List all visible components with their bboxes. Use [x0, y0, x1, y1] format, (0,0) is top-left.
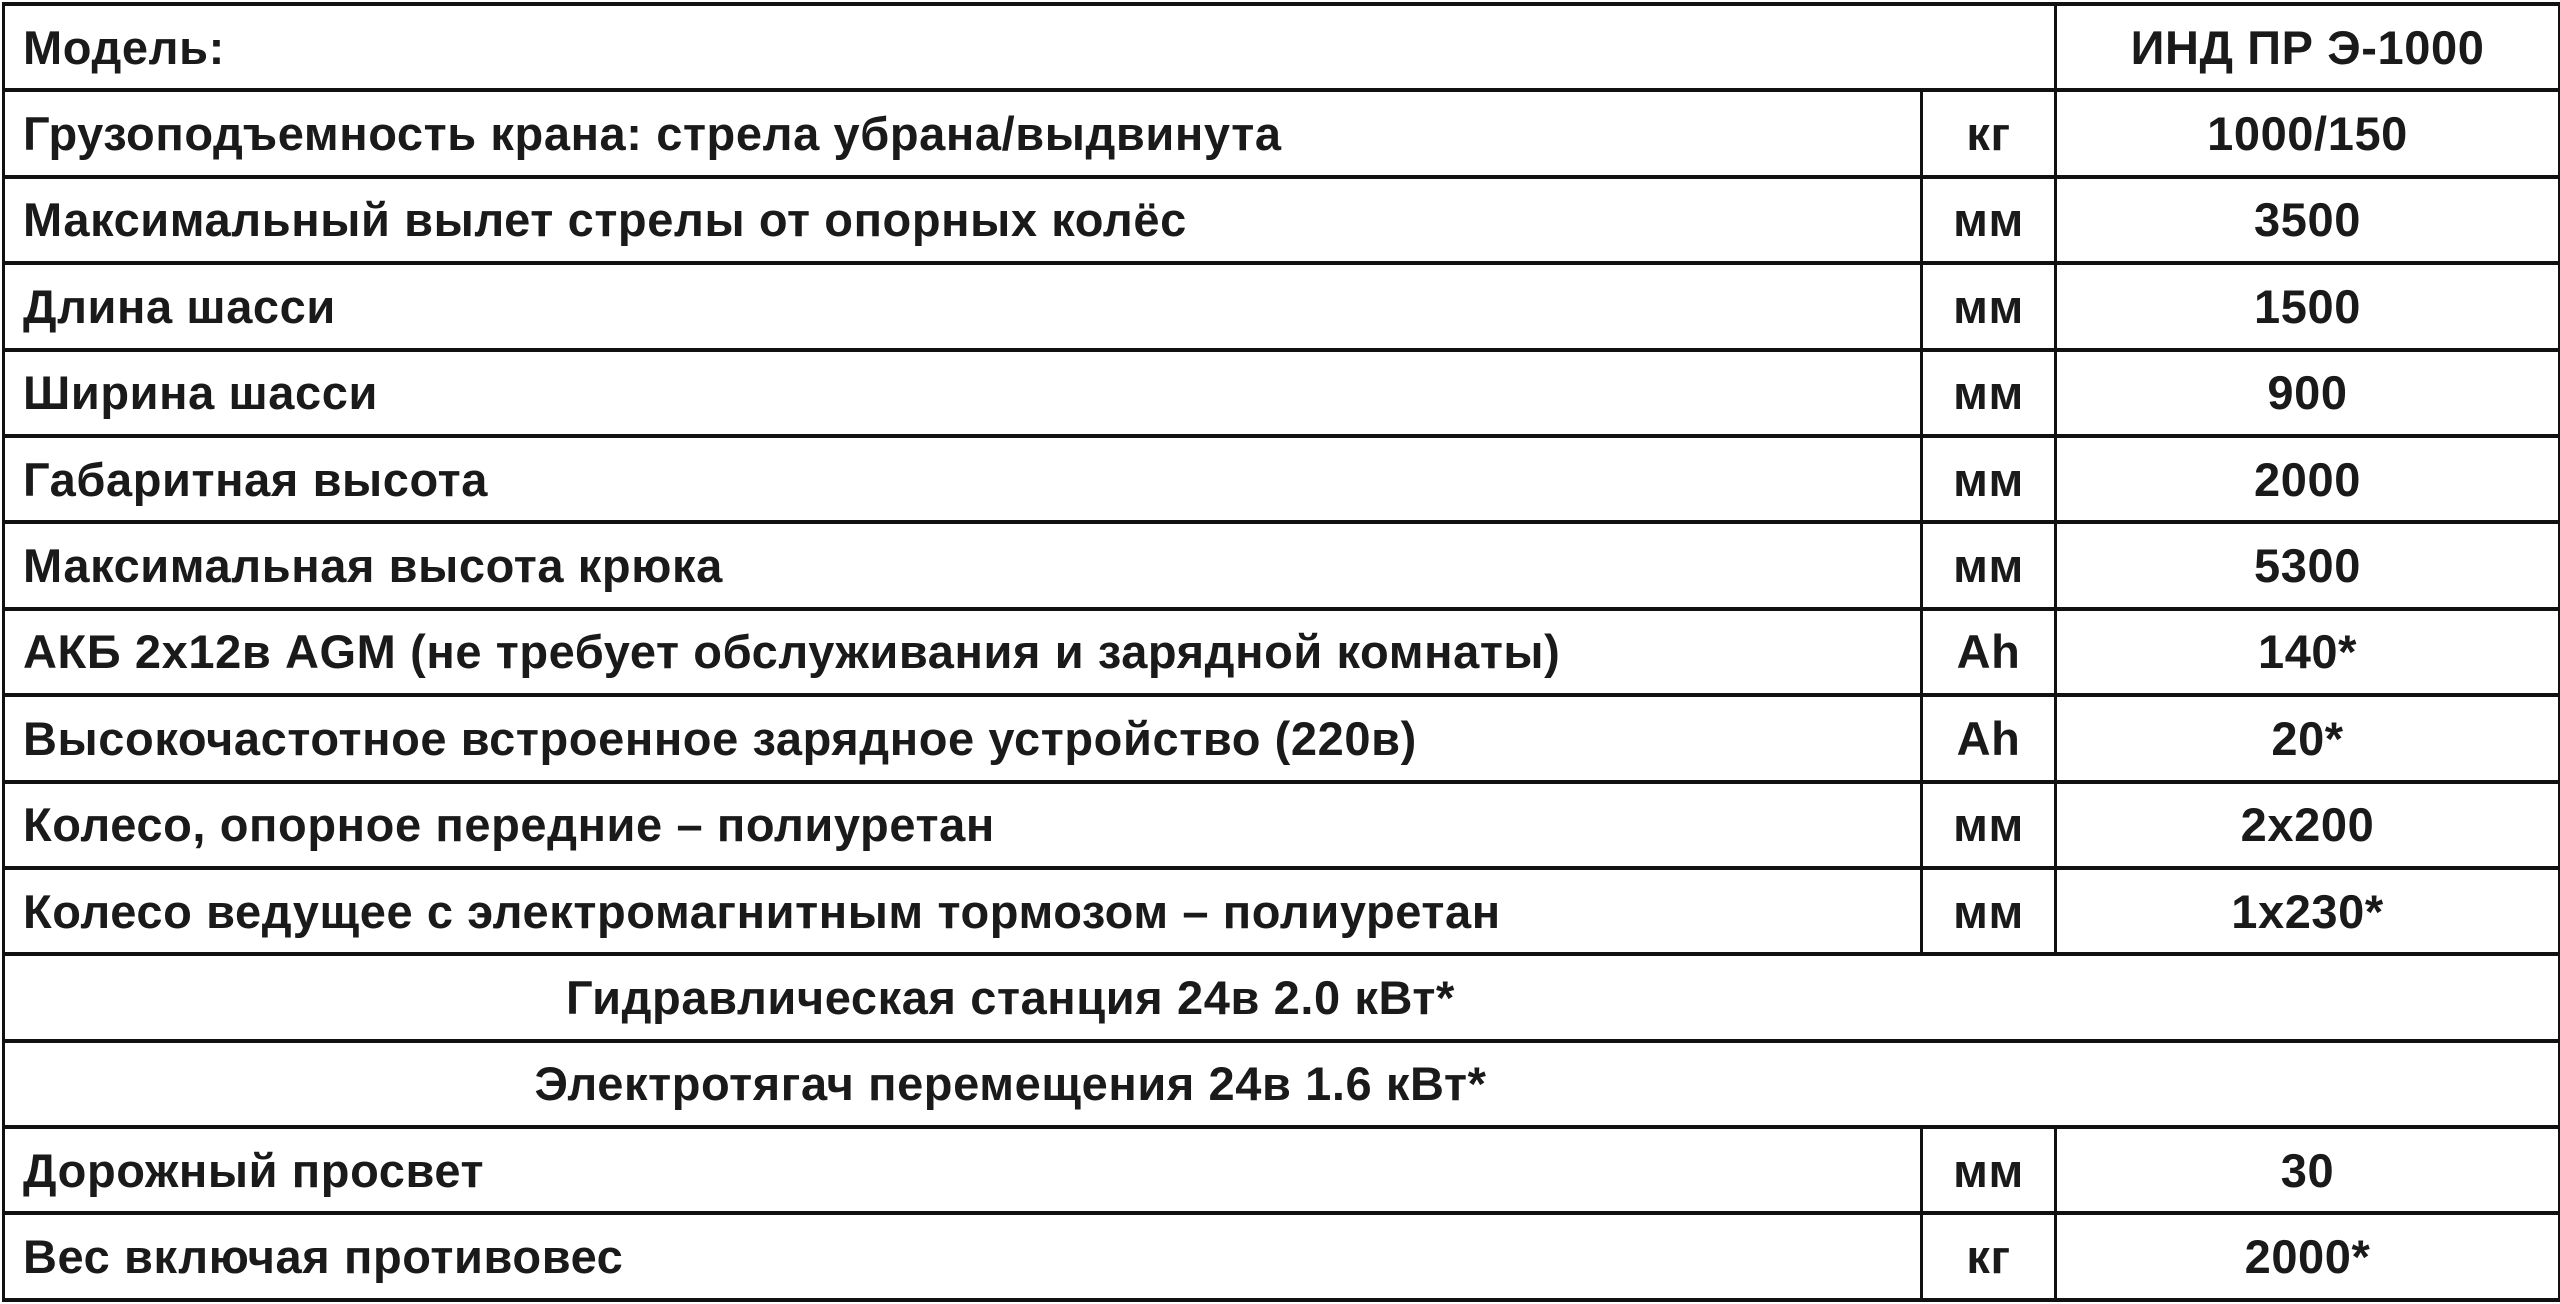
param-cell: Дорожный просвет: [2, 1125, 1923, 1216]
unit-cell: мм: [1919, 433, 2058, 525]
unit-cell: мм: [1919, 520, 2058, 611]
param-cell: Длина шасси: [2, 261, 1923, 352]
table-row: Ширина шасси мм 900: [2, 347, 2560, 438]
table-row: Длина шасси мм 1500: [2, 261, 2560, 352]
param-cell: Габаритная высота: [2, 433, 1923, 525]
span-cell: Электротягач перемещения 24в 1.6 кВт*: [1, 1038, 2560, 1130]
header-row: Модель: ИНД ПР Э-1000: [1, 1, 2560, 93]
table-row: Габаритная высота мм 2000: [2, 433, 2560, 525]
unit-cell: мм: [1919, 1125, 2058, 1216]
param-cell: Грузоподъемность крана: стрела убрана/вы…: [2, 88, 1923, 179]
param-cell: Высокочастотное встроенное зарядное устр…: [2, 693, 1923, 784]
param-cell: Колесо, опорное передние – полиуретан: [2, 779, 1923, 870]
value-cell: 3500: [2054, 174, 2560, 266]
unit-cell: кг: [1919, 88, 2058, 179]
value-cell: 30: [2054, 1125, 2560, 1216]
model-label: Модель:: [1, 1, 2058, 93]
param-cell: АКБ 2х12в AGM (не требует обслуживания и…: [2, 606, 1923, 698]
value-cell: 20*: [2054, 693, 2560, 784]
table-row: Вес включая противовес кг 2000*: [2, 1211, 2560, 1302]
table-row: Колесо, опорное передние – полиуретан мм 2…: [2, 779, 2560, 870]
value-cell: 1000/150: [2054, 88, 2560, 179]
table-row: АКБ 2х12в AGM (не требует обслуживания и…: [2, 606, 2560, 698]
param-cell: Максимальный вылет стрелы от опорных кол…: [2, 174, 1923, 266]
value-cell: 900: [2054, 347, 2560, 438]
unit-cell: мм: [1919, 347, 2058, 438]
param-cell: Максимальная высота крюка: [2, 520, 1923, 611]
param-cell: Вес включая противовес: [2, 1211, 1923, 1302]
param-cell: Ширина шасси: [2, 347, 1923, 438]
table-row: Гидравлическая станция 24в 2.0 кВт*: [1, 952, 2560, 1043]
table-row: Электротягач перемещения 24в 1.6 кВт*: [1, 1038, 2560, 1130]
param-cell: Колесо ведущее с электромагнитным тормоз…: [2, 865, 1923, 957]
table-row: Колесо ведущее с электромагнитным тормоз…: [2, 865, 2560, 957]
table-row: Максимальная высота крюка мм 5300: [2, 520, 2560, 611]
value-cell: 1х230*: [2054, 865, 2560, 957]
unit-cell: мм: [1919, 865, 2058, 957]
span-cell: Гидравлическая станция 24в 2.0 кВт*: [1, 952, 2560, 1043]
table-row: Высокочастотное встроенное зарядное устр…: [2, 693, 2560, 784]
model-name: ИНД ПР Э-1000: [2054, 1, 2560, 93]
unit-cell: Ah: [1919, 606, 2058, 698]
table-row: Максимальный вылет стрелы от опорных кол…: [2, 174, 2560, 266]
value-cell: 5300: [2054, 520, 2560, 611]
value-cell: 2х200: [2054, 779, 2560, 870]
value-cell: 2000*: [2054, 1211, 2560, 1302]
unit-cell: Ah: [1919, 693, 2058, 784]
unit-cell: мм: [1919, 174, 2058, 266]
table-row: Грузоподъемность крана: стрела убрана/вы…: [2, 88, 2560, 179]
value-cell: 2000: [2054, 433, 2560, 525]
value-cell: 1500: [2054, 261, 2560, 352]
value-cell: 140*: [2054, 606, 2560, 698]
unit-cell: кг: [1919, 1211, 2058, 1302]
unit-cell: мм: [1919, 779, 2058, 870]
unit-cell: мм: [1919, 261, 2058, 352]
table-row: Дорожный просвет мм 30: [2, 1125, 2560, 1216]
